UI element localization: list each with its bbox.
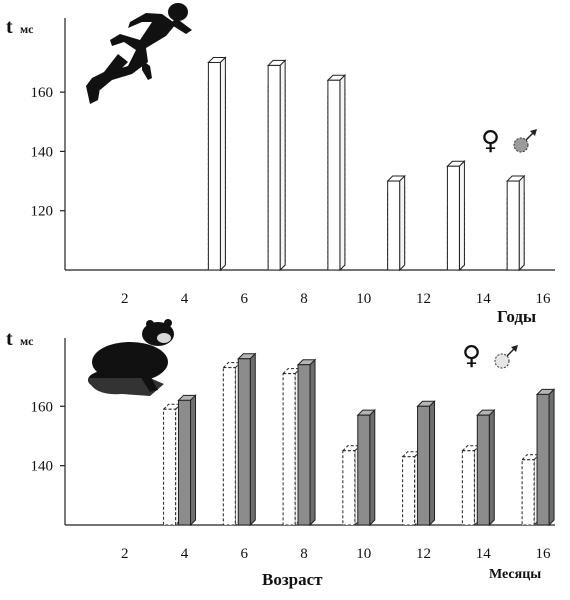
x-tick-label: 8: [300, 291, 308, 307]
top-legend-male-swatch: [513, 137, 529, 153]
x-tick-label: 4: [181, 546, 189, 562]
bottom-legend-male-arrowhead: [511, 345, 518, 352]
x-tick-label: 16: [536, 291, 552, 307]
x-tick-label: 6: [241, 291, 249, 307]
top-legend: ♀ ♂: [481, 126, 537, 156]
x-tick-label: 2: [121, 546, 129, 562]
y-tick-label: 160: [31, 399, 54, 415]
top-legend-female-symbol: ♀: [481, 126, 500, 156]
y-tick-label: 140: [31, 144, 54, 160]
bar-male: [356, 408, 376, 527]
runner-icon: [86, 3, 192, 104]
bottom-x-ticks: 2 4 6 8 10 12 14 16: [121, 546, 551, 562]
bar-male: [237, 352, 257, 527]
bottom-y-axis-unit: мс: [20, 334, 34, 348]
bottom-legend-male-swatch: [494, 353, 510, 369]
x-tick-label: 10: [356, 546, 371, 562]
bottom-x-unit-label: Месяцы: [489, 567, 541, 582]
top-y-axis-title: t: [6, 16, 13, 38]
bar-male: [386, 174, 406, 272]
top-legend-male-arrowhead: [530, 129, 537, 136]
marten-icon: [88, 319, 174, 396]
x-tick-label: 6: [241, 546, 249, 562]
bottom-legend-female-symbol: ♀: [462, 341, 481, 371]
top-y-ticks: 120 140 160: [31, 85, 65, 220]
bottom-x-axis-title: Возраст: [262, 570, 323, 589]
bar-male: [416, 400, 436, 527]
top-y-axis-unit: мс: [20, 22, 34, 36]
bar-male: [296, 358, 317, 527]
x-tick-label: 2: [121, 291, 129, 307]
x-tick-label: 14: [476, 546, 492, 562]
bar-male: [177, 394, 197, 527]
y-tick-label: 120: [31, 204, 54, 220]
top-chart: t мс 120 140 160 2 4 6 8 10 12 14 16 ♀ ♂ Годы: [6, 3, 555, 326]
x-tick-label: 12: [416, 291, 431, 307]
top-bars: [207, 56, 526, 272]
x-tick-label: 10: [356, 291, 371, 307]
bottom-chart: t мс 140 160 2 4 6 8 10 12 14 16 ♀ ♂ Возраст Мес…: [6, 319, 556, 589]
bar-male: [326, 74, 347, 272]
x-tick-label: 16: [536, 546, 552, 562]
y-tick-label: 140: [31, 459, 54, 475]
bar-male: [446, 160, 466, 272]
bar-male: [476, 408, 496, 527]
bar-male: [505, 174, 526, 272]
bar-female: [461, 444, 481, 527]
bar-male: [266, 59, 287, 272]
bottom-bars: [162, 352, 556, 527]
x-tick-label: 14: [476, 291, 492, 307]
bar-male: [535, 388, 556, 527]
top-x-ticks: 2 4 6 8 10 12 14 16: [121, 291, 551, 307]
bar-male: [207, 56, 227, 272]
x-tick-label: 8: [300, 546, 308, 562]
bottom-y-axis-title: t: [6, 328, 13, 350]
x-tick-label: 4: [181, 291, 189, 307]
x-tick-label: 12: [416, 546, 431, 562]
bottom-y-ticks: 140 160: [31, 399, 65, 475]
bottom-legend: ♀ ♂: [462, 341, 518, 371]
y-tick-label: 160: [31, 85, 54, 101]
top-x-unit-label: Годы: [497, 307, 536, 326]
